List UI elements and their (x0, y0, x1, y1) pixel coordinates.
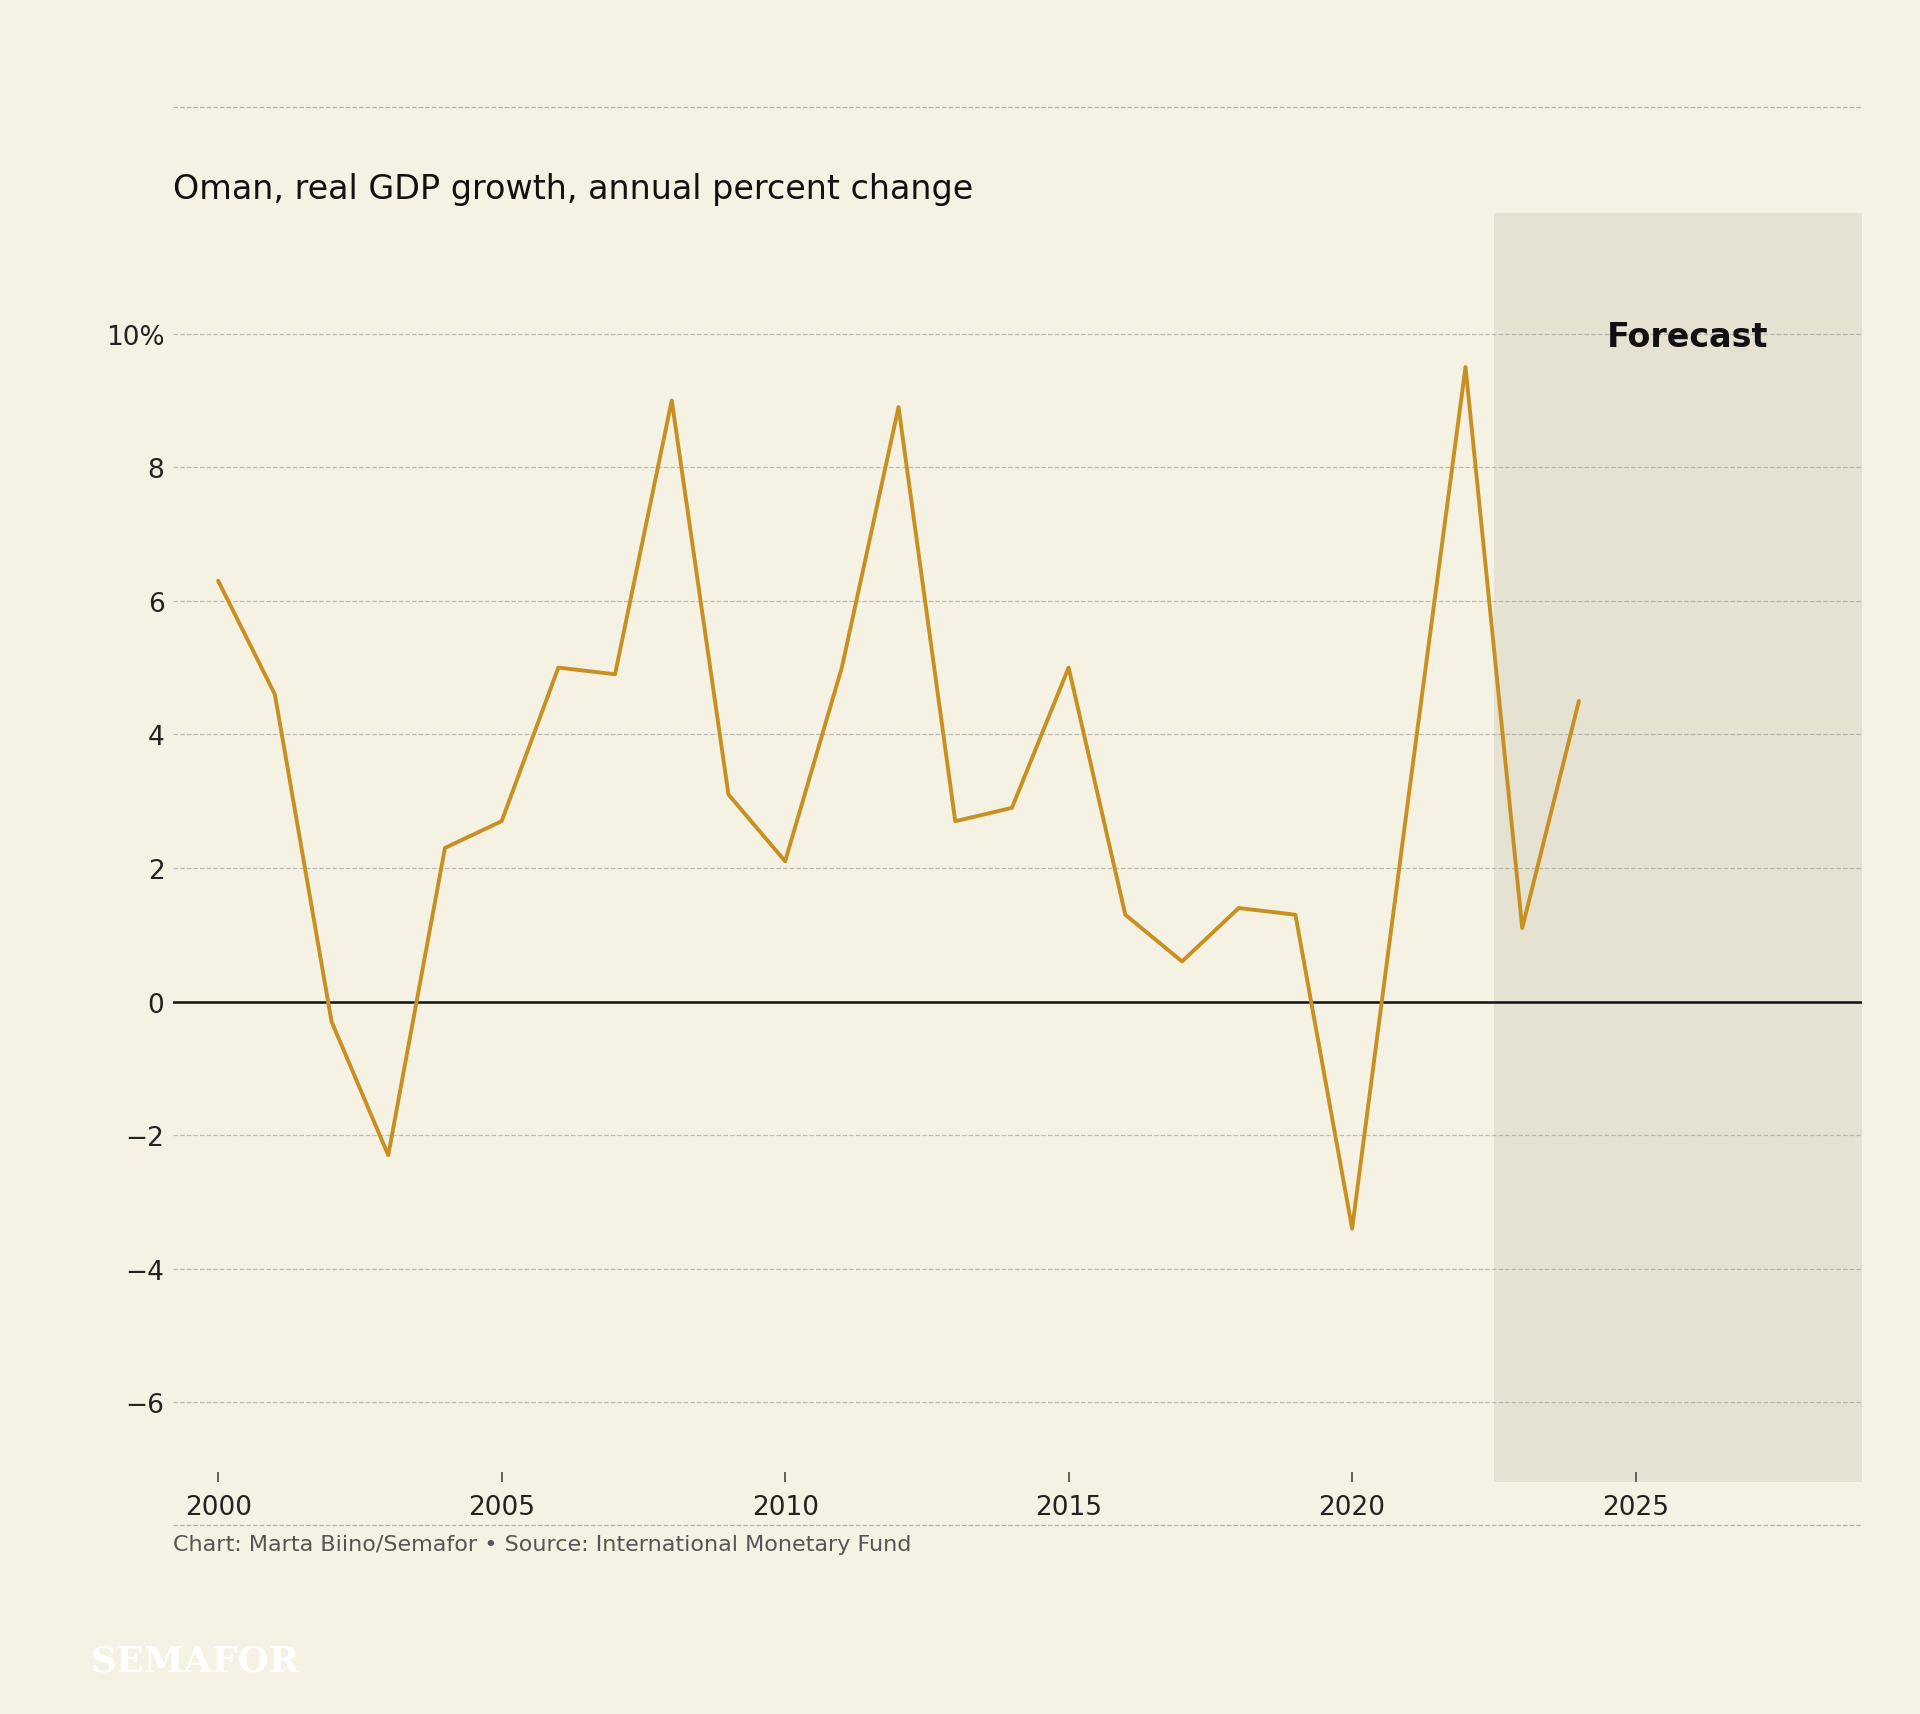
Text: Chart: Marta Biino/Semafor • Source: International Monetary Fund: Chart: Marta Biino/Semafor • Source: Int… (173, 1534, 912, 1555)
Text: Oman, real GDP growth, annual percent change: Oman, real GDP growth, annual percent ch… (173, 173, 973, 206)
Text: SEMAFOR: SEMAFOR (90, 1644, 300, 1678)
Bar (1494, 214, 1862, 1483)
Text: Forecast: Forecast (1607, 321, 1768, 355)
